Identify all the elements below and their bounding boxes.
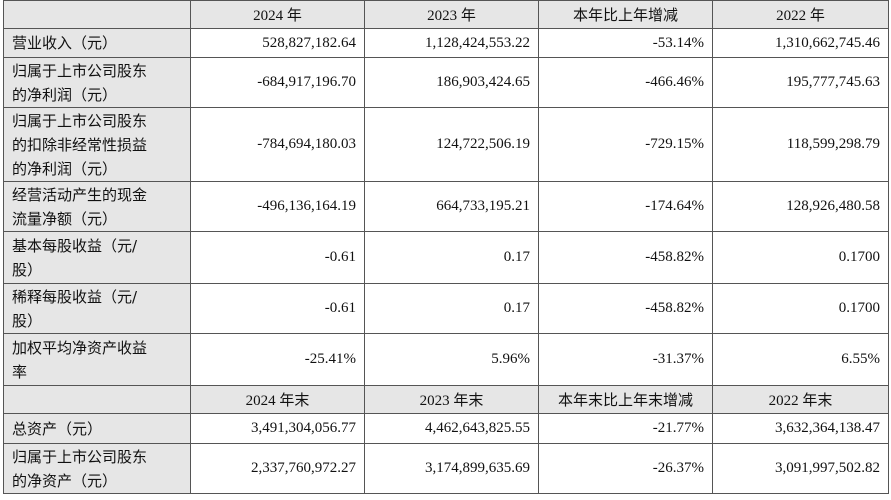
value-cell: 3,632,364,138.47	[712, 413, 889, 444]
row-label: 稀释每股收益（元/股）	[3, 283, 191, 334]
header-cell: 2023 年	[364, 0, 539, 29]
header-row: 2024 年末 2023 年末 本年末比上年末增减 2022 年末	[3, 385, 889, 414]
header-cell	[3, 385, 191, 414]
value-cell: 664,733,195.21	[364, 181, 539, 232]
row-label-text: 归属于上市公司股东的净利润（元）	[12, 61, 148, 104]
row-label: 营业收入（元）	[3, 28, 191, 58]
value-cell: 186,903,424.65	[364, 57, 539, 108]
value-cell: 3,491,304,056.77	[190, 413, 365, 444]
row-label-text: 经营活动产生的现金流量净额（元）	[12, 185, 148, 228]
value-cell: 0.17	[364, 231, 539, 284]
value-cell: -496,136,164.19	[190, 181, 365, 232]
value-cell: 4,462,643,825.55	[364, 413, 539, 444]
value-cell: 3,174,899,635.69	[364, 443, 539, 494]
value-cell: -458.82%	[538, 283, 713, 334]
value-cell: 2,337,760,972.27	[190, 443, 365, 494]
value-cell: 124,722,506.19	[364, 107, 539, 182]
value-cell: -21.77%	[538, 413, 713, 444]
value-cell: -31.37%	[538, 333, 713, 386]
row-label-text: 归属于上市公司股东的扣除非经常性损益的净利润（元）	[12, 111, 148, 178]
value-cell: -0.61	[190, 283, 365, 334]
value-cell: 0.17	[364, 283, 539, 334]
header-cell: 2022 年末	[712, 385, 889, 414]
header-cell: 本年末比上年末增减	[538, 385, 713, 414]
row-label-text: 营业收入（元）	[12, 34, 118, 52]
row-label-text: 归属于上市公司股东的净资产（元）	[12, 447, 148, 490]
header-cell: 本年比上年增减	[538, 0, 713, 29]
row-label: 经营活动产生的现金流量净额（元）	[3, 181, 191, 232]
value-cell: 1,128,424,553.22	[364, 28, 539, 58]
value-cell: -458.82%	[538, 231, 713, 284]
data-row: 稀释每股收益（元/股） -0.61 0.17 -458.82% 0.1700	[3, 283, 889, 334]
data-row: 营业收入（元） 528,827,182.64 1,128,424,553.22 -53…	[3, 28, 889, 58]
header-cell: 2024 年	[190, 0, 365, 29]
financial-table: 2024 年 2023 年本年比上年增减 2022 年营业收入（元） 528,827,…	[3, 0, 889, 494]
value-cell: -0.61	[190, 231, 365, 284]
data-row: 归属于上市公司股东的扣除非经常性损益的净利润（元） -784,694,180.03…	[3, 107, 889, 182]
header-cell: 2023 年末	[364, 385, 539, 414]
row-label-text: 稀释每股收益（元/股）	[12, 287, 138, 330]
row-label: 总资产（元）	[3, 413, 191, 444]
table-body: 2024 年 2023 年本年比上年增减 2022 年营业收入（元） 528,827,…	[3, 0, 889, 494]
value-cell: 118,599,298.79	[712, 107, 889, 182]
data-row: 经营活动产生的现金流量净额（元） -496,136,164.19 664,733,1…	[3, 181, 889, 232]
data-row: 归属于上市公司股东的净资产（元） 2,337,760,972.27 3,174,89…	[3, 443, 889, 494]
header-cell: 2024 年末	[190, 385, 365, 414]
value-cell: -174.64%	[538, 181, 713, 232]
row-label: 归属于上市公司股东的扣除非经常性损益的净利润（元）	[3, 107, 191, 182]
row-label-text: 加权平均净资产收益率	[12, 338, 148, 381]
value-cell: 0.1700	[712, 283, 889, 334]
value-cell: -53.14%	[538, 28, 713, 58]
value-cell: -784,694,180.03	[190, 107, 365, 182]
row-label: 加权平均净资产收益率	[3, 333, 191, 386]
value-cell: -466.46%	[538, 57, 713, 108]
value-cell: 6.55%	[712, 333, 889, 386]
data-row: 归属于上市公司股东的净利润（元） -684,917,196.70 186,903,4…	[3, 57, 889, 108]
row-label: 基本每股收益（元/股）	[3, 231, 191, 284]
data-row: 总资产（元） 3,491,304,056.77 4,462,643,825.55 -2…	[3, 413, 889, 444]
value-cell: 1,310,662,745.46	[712, 28, 889, 58]
value-cell: -729.15%	[538, 107, 713, 182]
value-cell: 0.1700	[712, 231, 889, 284]
value-cell: -684,917,196.70	[190, 57, 365, 108]
value-cell: 3,091,997,502.82	[712, 443, 889, 494]
row-label: 归属于上市公司股东的净利润（元）	[3, 57, 191, 108]
header-row: 2024 年 2023 年本年比上年增减 2022 年	[3, 0, 889, 29]
row-label: 归属于上市公司股东的净资产（元）	[3, 443, 191, 494]
value-cell: 528,827,182.64	[190, 28, 365, 58]
row-label-text: 基本每股收益（元/股）	[12, 236, 138, 279]
data-row: 基本每股收益（元/股） -0.61 0.17 -458.82% 0.1700	[3, 231, 889, 284]
value-cell: 5.96%	[364, 333, 539, 386]
header-cell: 2022 年	[712, 0, 889, 29]
data-row: 加权平均净资产收益率 -25.41% 5.96% -31.37% 6.55%	[3, 333, 889, 386]
value-cell: -25.41%	[190, 333, 365, 386]
row-label-text: 总资产（元）	[12, 419, 103, 438]
value-cell: 195,777,745.63	[712, 57, 889, 108]
header-cell	[3, 0, 191, 29]
value-cell: -26.37%	[538, 443, 713, 494]
value-cell: 128,926,480.58	[712, 181, 889, 232]
